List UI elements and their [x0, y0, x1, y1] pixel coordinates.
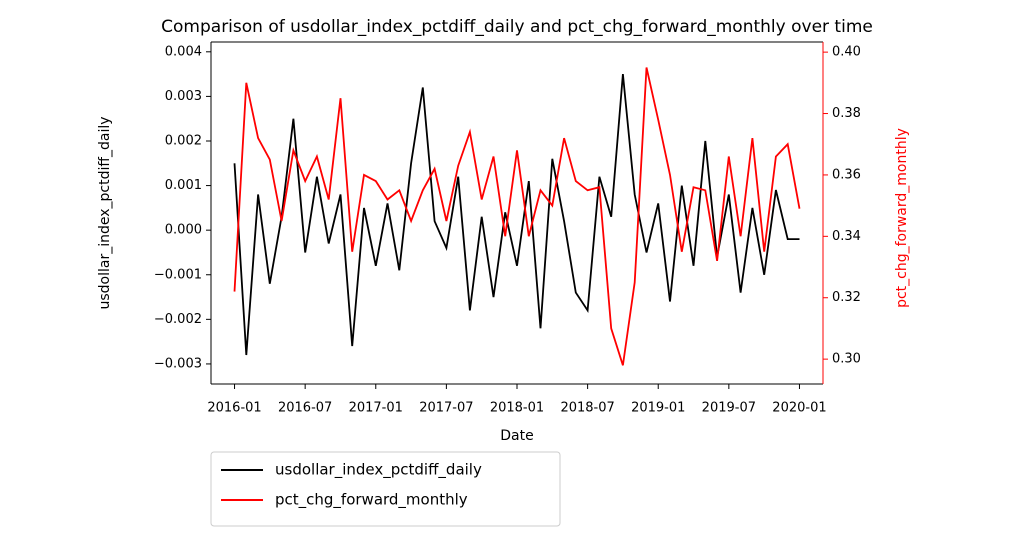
- x-tick-label: 2019-07: [702, 401, 756, 416]
- x-tick-label: 2016-07: [278, 401, 332, 416]
- data-line: [233, 74, 800, 356]
- x-tick-label: 2016-01: [207, 401, 261, 416]
- y-tick-label: −0.003: [154, 356, 202, 371]
- x-tick-label: 2019-01: [631, 401, 685, 416]
- y-tick-label: 0.001: [165, 178, 202, 193]
- y-tick-label: 0.004: [165, 44, 202, 59]
- y2-tick-label: 0.30: [832, 352, 861, 367]
- y2-tick-label: 0.32: [832, 290, 861, 305]
- y-tick-label: −0.002: [154, 312, 202, 327]
- x-tick-label: 2020-01: [772, 401, 826, 416]
- x-tick-label: 2017-01: [349, 401, 403, 416]
- legend-label: pct_chg_forward_monthly: [275, 491, 468, 510]
- y-axis-label: usdollar_index_pctdiff_daily: [97, 116, 113, 309]
- y2-tick-label: 0.36: [832, 167, 861, 182]
- y2-tick-label: 0.34: [832, 229, 861, 244]
- y-tick-label: 0.003: [165, 89, 202, 104]
- y2-axis-label: pct_chg_forward_monthly: [894, 128, 910, 308]
- y-tick-label: −0.001: [154, 267, 202, 282]
- y2-tick-label: 0.40: [832, 45, 861, 60]
- legend-box: [210, 451, 561, 527]
- x-tick-label: 2018-07: [560, 401, 614, 416]
- x-axis-label: Date: [500, 428, 533, 444]
- data-line: [233, 67, 801, 366]
- y2-tick-label: 0.38: [832, 106, 861, 121]
- chart-title: Comparison of usdollar_index_pctdiff_dai…: [161, 17, 873, 37]
- x-tick-label: 2017-07: [419, 401, 473, 416]
- legend-label: usdollar_index_pctdiff_daily: [275, 461, 482, 480]
- x-tick-label: 2018-01: [490, 401, 544, 416]
- y-tick-label: 0.000: [165, 223, 202, 238]
- y-tick-label: 0.002: [165, 133, 202, 148]
